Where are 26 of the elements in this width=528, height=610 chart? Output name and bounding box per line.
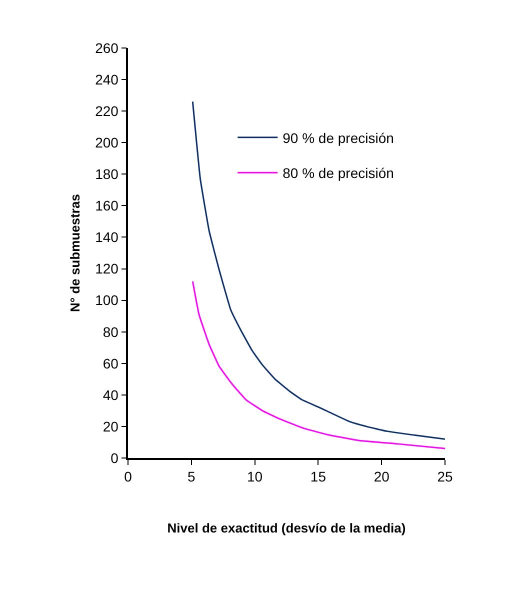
x-tick-label: 25 — [437, 468, 453, 485]
line-series — [192, 100, 445, 440]
y-tick-label: 20 — [102, 418, 119, 434]
x-tick-label: 15 — [310, 468, 326, 485]
y-tick-label: 260 — [95, 40, 119, 56]
y-tick-label: 120 — [95, 260, 119, 277]
x-axis-title: Nivel de exactitud (desvío de la media) — [167, 520, 406, 536]
y-tick-label: 80 — [102, 324, 119, 340]
legend-label: 80 % de precisión — [282, 165, 394, 182]
y-tick-label: 160 — [95, 198, 119, 214]
y-tick-label: 180 — [95, 166, 119, 182]
y-tick-label: 200 — [95, 134, 119, 151]
y-tick-label: 220 — [95, 102, 119, 119]
x-tick-label: 5 — [188, 468, 196, 485]
y-axis-title: N° de submuestras — [68, 194, 83, 312]
y-tick-label: 240 — [95, 71, 119, 88]
y-tick-label: 100 — [95, 292, 119, 308]
x-tick-label: 0 — [124, 468, 132, 485]
x-tick-label: 10 — [247, 468, 263, 485]
y-tick-label: 40 — [102, 386, 119, 403]
x-tick-label: 20 — [374, 468, 390, 485]
line-series — [192, 280, 445, 450]
y-tick-label: 0 — [110, 450, 119, 466]
y-tick-label: 140 — [95, 229, 119, 246]
legend-label: 90 % de precisión — [282, 130, 394, 146]
y-tick-label: 60 — [102, 355, 119, 372]
